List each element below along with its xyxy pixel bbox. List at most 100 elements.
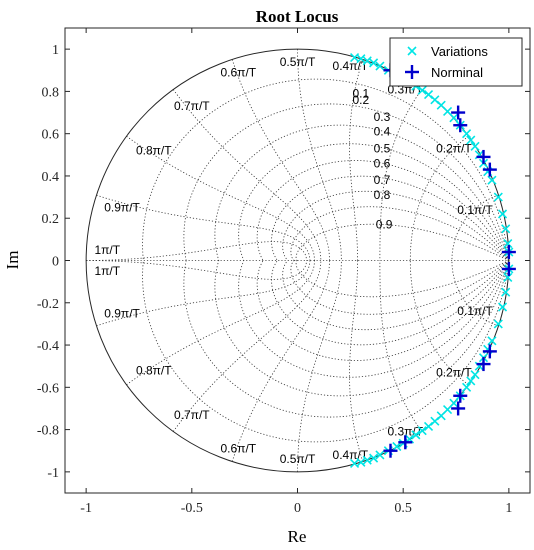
y-tick-label: 0.2 (42, 212, 60, 227)
variation-point-54 (493, 319, 503, 329)
variation-point-31 (356, 457, 366, 467)
wn-label-upper-9: 0.9π/T (104, 201, 140, 215)
variation-point-57 (503, 272, 513, 282)
wn-label-lower-5: 0.5π/T (280, 452, 316, 466)
wn-label-upper-2: 0.2π/T (436, 141, 472, 155)
variation-point-19 (466, 135, 476, 145)
wn-curve-2-lower (409, 260, 469, 386)
wn-curve-5-lower (297, 260, 342, 472)
x-tick-label: 0 (294, 501, 301, 516)
damping-label-5: 0.5 (374, 141, 391, 155)
variation-point-45 (449, 398, 459, 408)
wn-label-lower-10: 1π/T (94, 264, 120, 278)
zgrid (86, 49, 510, 472)
wn-curve-7-lower (172, 260, 322, 432)
variation-point-4 (369, 58, 379, 68)
variation-point-33 (369, 453, 379, 463)
damping-label-9: 0.9 (376, 218, 393, 232)
wn-label-upper-7: 0.7π/T (174, 99, 210, 113)
y-tick-label: 1 (52, 43, 59, 58)
damping-curve-6-lower (271, 260, 510, 346)
variation-point-56 (501, 287, 511, 297)
variation-point-24 (487, 175, 497, 185)
variation-point-28 (503, 239, 513, 249)
y-axis-label: Im (3, 251, 22, 270)
wn-curve-5-upper (297, 49, 342, 261)
damping-curve-8-lower (290, 260, 510, 315)
wn-curve-7-upper (172, 89, 322, 261)
variation-point-26 (497, 209, 508, 219)
variation-point-40 (417, 426, 427, 436)
norminal-point-13 (482, 344, 497, 359)
variation-point-11 (417, 85, 427, 95)
wn-curve-1-lower (451, 260, 499, 327)
y-tick-label: 0.8 (42, 85, 60, 100)
damping-curve-9-lower (295, 260, 510, 298)
norminal-point-10 (451, 401, 466, 416)
variation-point-48 (466, 376, 476, 386)
y-tick-label: -0.6 (37, 381, 59, 396)
wn-label-lower-8: 0.8π/T (136, 363, 172, 377)
wn-label-lower-4: 0.4π/T (333, 448, 369, 462)
x-tick-label: 0.5 (394, 501, 412, 516)
wn-curve-4-upper (349, 59, 364, 261)
legend-x-marker (407, 46, 417, 56)
x-tick-label: -0.5 (181, 501, 203, 516)
damping-label-1: 0.1 (352, 87, 369, 101)
wn-curve-10-lower (86, 260, 308, 280)
wn-curve-6-upper (231, 59, 330, 261)
wn-label-lower-2: 0.2π/T (436, 366, 472, 380)
damping-label-3: 0.3 (374, 110, 391, 124)
norminal-point-9 (398, 435, 413, 450)
norminal-point-11 (453, 388, 468, 403)
variation-point-49 (470, 370, 480, 380)
legend-plus-marker (405, 65, 419, 79)
legend-marker-norminal (405, 65, 419, 79)
unit-circle (85, 48, 510, 473)
wn-label-upper-1: 0.1π/T (457, 203, 493, 217)
norminal-point-12 (476, 357, 491, 372)
variation-point-16 (449, 113, 459, 123)
wn-curve-6-lower (231, 260, 330, 462)
variation-point-3 (362, 56, 372, 66)
wn-label-lower-6: 0.6π/T (221, 442, 257, 456)
variation-point-53 (487, 336, 497, 346)
damping-curve-9-upper (295, 223, 510, 261)
norminal-point-4 (453, 118, 468, 133)
chart-title: Root Locus (256, 7, 339, 26)
damping-label-8: 0.8 (374, 188, 391, 202)
wn-label-upper-10: 1π/T (94, 243, 120, 257)
wn-label-lower-9: 0.9π/T (104, 306, 140, 320)
y-tick-label: -0.4 (37, 339, 59, 354)
variation-point-36 (392, 441, 402, 452)
y-tick-label: 0 (52, 255, 59, 270)
y-tick-label: 0.4 (42, 170, 60, 185)
variation-point-55 (497, 302, 508, 312)
data-series (350, 53, 516, 468)
legend-label-variations: Variations (431, 44, 488, 59)
wn-curve-8-upper (126, 135, 316, 261)
variation-point-5 (375, 61, 385, 71)
variation-point-18 (462, 129, 472, 139)
wn-curve-8-lower (126, 260, 316, 386)
variation-point-20 (470, 141, 480, 151)
legend: Variations Norminal (389, 37, 523, 87)
variation-point-32 (362, 455, 372, 465)
norminal-point-8 (383, 443, 398, 458)
wn-label-lower-1: 0.1π/T (457, 304, 493, 318)
zgrid-labels: 0.10.2 0.30.4 0.50.6 0.70.8 0.9 0.1π/T 0.2π/T 0… (94, 55, 493, 466)
damping-label-6: 0.6 (374, 156, 391, 170)
wn-label-lower-7: 0.7π/T (174, 408, 210, 422)
legend-label-norminal: Norminal (431, 65, 483, 80)
damping-curve-8-upper (290, 206, 510, 261)
y-tick-label: -0.8 (37, 424, 59, 439)
x-tick-label: 1 (505, 501, 512, 516)
variation-point-2 (356, 54, 366, 64)
y-tick-label: 0.6 (42, 128, 60, 143)
wn-label-upper-8: 0.8π/T (136, 144, 172, 158)
x-axis-label: Re (288, 527, 307, 546)
wn-label-upper-4: 0.4π/T (333, 59, 369, 73)
damping-curve-6-upper (271, 175, 510, 261)
damping-label-7: 0.7 (374, 173, 391, 187)
